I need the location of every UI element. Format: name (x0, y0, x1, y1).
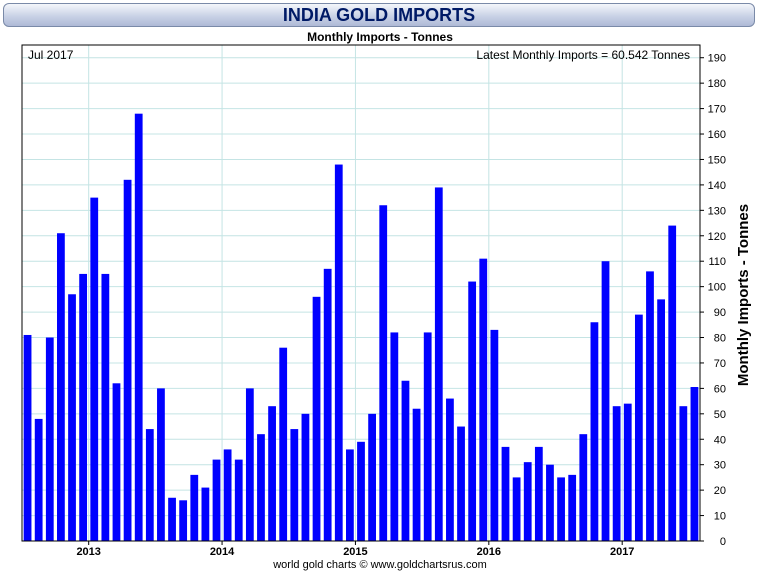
y-tick-label: 190 (708, 53, 726, 65)
bar-sep-2014 (312, 296, 321, 541)
latest-imports-label: Latest Monthly Imports = 60.542 Tonnes (476, 48, 690, 62)
bar-sep-2012 (45, 337, 54, 541)
x-tick-label: 2014 (210, 546, 235, 558)
y-tick-label: 40 (714, 434, 726, 446)
bar-jul-2015 (423, 332, 432, 541)
bar-jul-2016 (557, 477, 565, 541)
bar-jul-2014 (290, 429, 299, 541)
x-tick-label: 2015 (343, 546, 367, 558)
bar-dec-2016 (612, 406, 621, 541)
bar-jan-2013 (90, 197, 99, 541)
bar-feb-2017 (634, 314, 643, 541)
y-tick-label: 30 (714, 460, 726, 472)
bar-jan-2015 (357, 441, 365, 541)
bar-dec-2013 (212, 459, 221, 541)
y-axis-title: Monthly Imports - Tonnes (735, 204, 752, 386)
bar-jun-2015 (412, 408, 421, 541)
bar-oct-2016 (590, 322, 599, 541)
y-tick-label: 160 (708, 129, 726, 141)
y-tick-label: 150 (708, 154, 726, 166)
bar-mar-2017 (646, 271, 654, 541)
bar-sep-2013 (179, 500, 188, 541)
y-tick-label: 10 (714, 511, 726, 523)
bar-jul-2012 (23, 334, 32, 541)
bar-aug-2016 (568, 474, 577, 541)
y-axis-ticks: 0 10 20 30 40 50 60 70 80 90 100 110 120 130 140 150 160… (700, 53, 726, 548)
bar-dec-2015 (479, 258, 488, 541)
bar-nov-2014 (334, 164, 343, 542)
bar-jun-2016 (546, 464, 554, 541)
y-tick-label: 120 (708, 231, 726, 243)
bar-oct-2013 (190, 474, 199, 541)
bar-jan-2014 (223, 449, 232, 541)
x-tick-label: 2016 (477, 546, 501, 558)
bar-jun-2017 (679, 406, 688, 541)
bar-nov-2012 (68, 294, 76, 541)
x-axis-ticks: 2013 2014 2015 2016 2017 (76, 541, 634, 558)
bar-may-2013 (134, 113, 143, 542)
footer-credit: world gold charts © www.goldchartsrus.co… (273, 559, 487, 571)
y-tick-label: 180 (708, 78, 726, 90)
bar-aug-2015 (434, 187, 443, 541)
y-tick-label: 70 (714, 358, 726, 370)
bar-jul-2013 (157, 388, 165, 541)
bar-jan-2017 (623, 403, 632, 541)
y-tick-label: 100 (708, 282, 726, 294)
bar-dec-2012 (79, 273, 88, 541)
bar-feb-2016 (501, 446, 510, 541)
bar-aug-2013 (168, 497, 176, 541)
bar-jan-2016 (490, 329, 499, 541)
bar-sep-2015 (446, 398, 454, 541)
y-tick-label: 60 (714, 383, 726, 395)
y-tick-label: 110 (708, 256, 726, 268)
chart-title: INDIA GOLD IMPORTS (282, 5, 476, 25)
y-tick-label: 130 (708, 205, 726, 217)
bar-jun-2014 (279, 347, 288, 541)
bar-feb-2014 (234, 459, 243, 541)
bar-apr-2014 (257, 434, 265, 541)
bar-nov-2016 (601, 261, 610, 541)
bar-mar-2015 (379, 205, 388, 541)
bar-aug-2014 (301, 413, 310, 541)
bar-nov-2013 (201, 487, 210, 541)
bar-may-2017 (668, 225, 677, 541)
bar-mar-2014 (245, 388, 254, 541)
y-tick-label: 170 (708, 104, 726, 116)
date-label: Jul 2017 (28, 48, 74, 62)
bar-apr-2017 (657, 299, 665, 541)
y-tick-label: 0 (720, 536, 726, 548)
bar-jul-2017 (690, 387, 699, 541)
bar-feb-2015 (368, 413, 376, 541)
bar-aug-2012 (34, 418, 43, 541)
plot-frame (21, 44, 701, 542)
bar-apr-2013 (123, 179, 132, 541)
bar-apr-2016 (523, 462, 532, 541)
y-tick-label: 20 (714, 485, 726, 497)
bar-sep-2016 (579, 434, 588, 541)
y-tick-label: 80 (714, 333, 726, 345)
bar-may-2015 (401, 380, 410, 541)
bar-oct-2014 (323, 268, 332, 541)
title-bar: INDIA GOLD IMPORTS (3, 3, 755, 27)
chart-subtitle: Monthly Imports - Tonnes (307, 30, 453, 44)
bar-oct-2015 (457, 426, 465, 541)
y-tick-label: 140 (708, 180, 726, 192)
y-tick-label: 50 (714, 409, 726, 421)
bar-mar-2016 (512, 477, 521, 541)
bar-may-2016 (534, 446, 543, 541)
x-tick-label: 2013 (76, 546, 100, 558)
y-tick-label: 90 (714, 307, 726, 319)
bar-oct-2012 (57, 233, 65, 542)
bar-may-2014 (268, 406, 276, 541)
bar-nov-2015 (468, 281, 477, 541)
bar-apr-2015 (390, 332, 399, 541)
bar-dec-2014 (346, 449, 354, 541)
bars (23, 113, 699, 542)
bar-feb-2013 (101, 273, 110, 541)
x-tick-label: 2017 (610, 546, 634, 558)
bar-mar-2013 (112, 383, 121, 541)
bar-jun-2013 (145, 429, 154, 541)
